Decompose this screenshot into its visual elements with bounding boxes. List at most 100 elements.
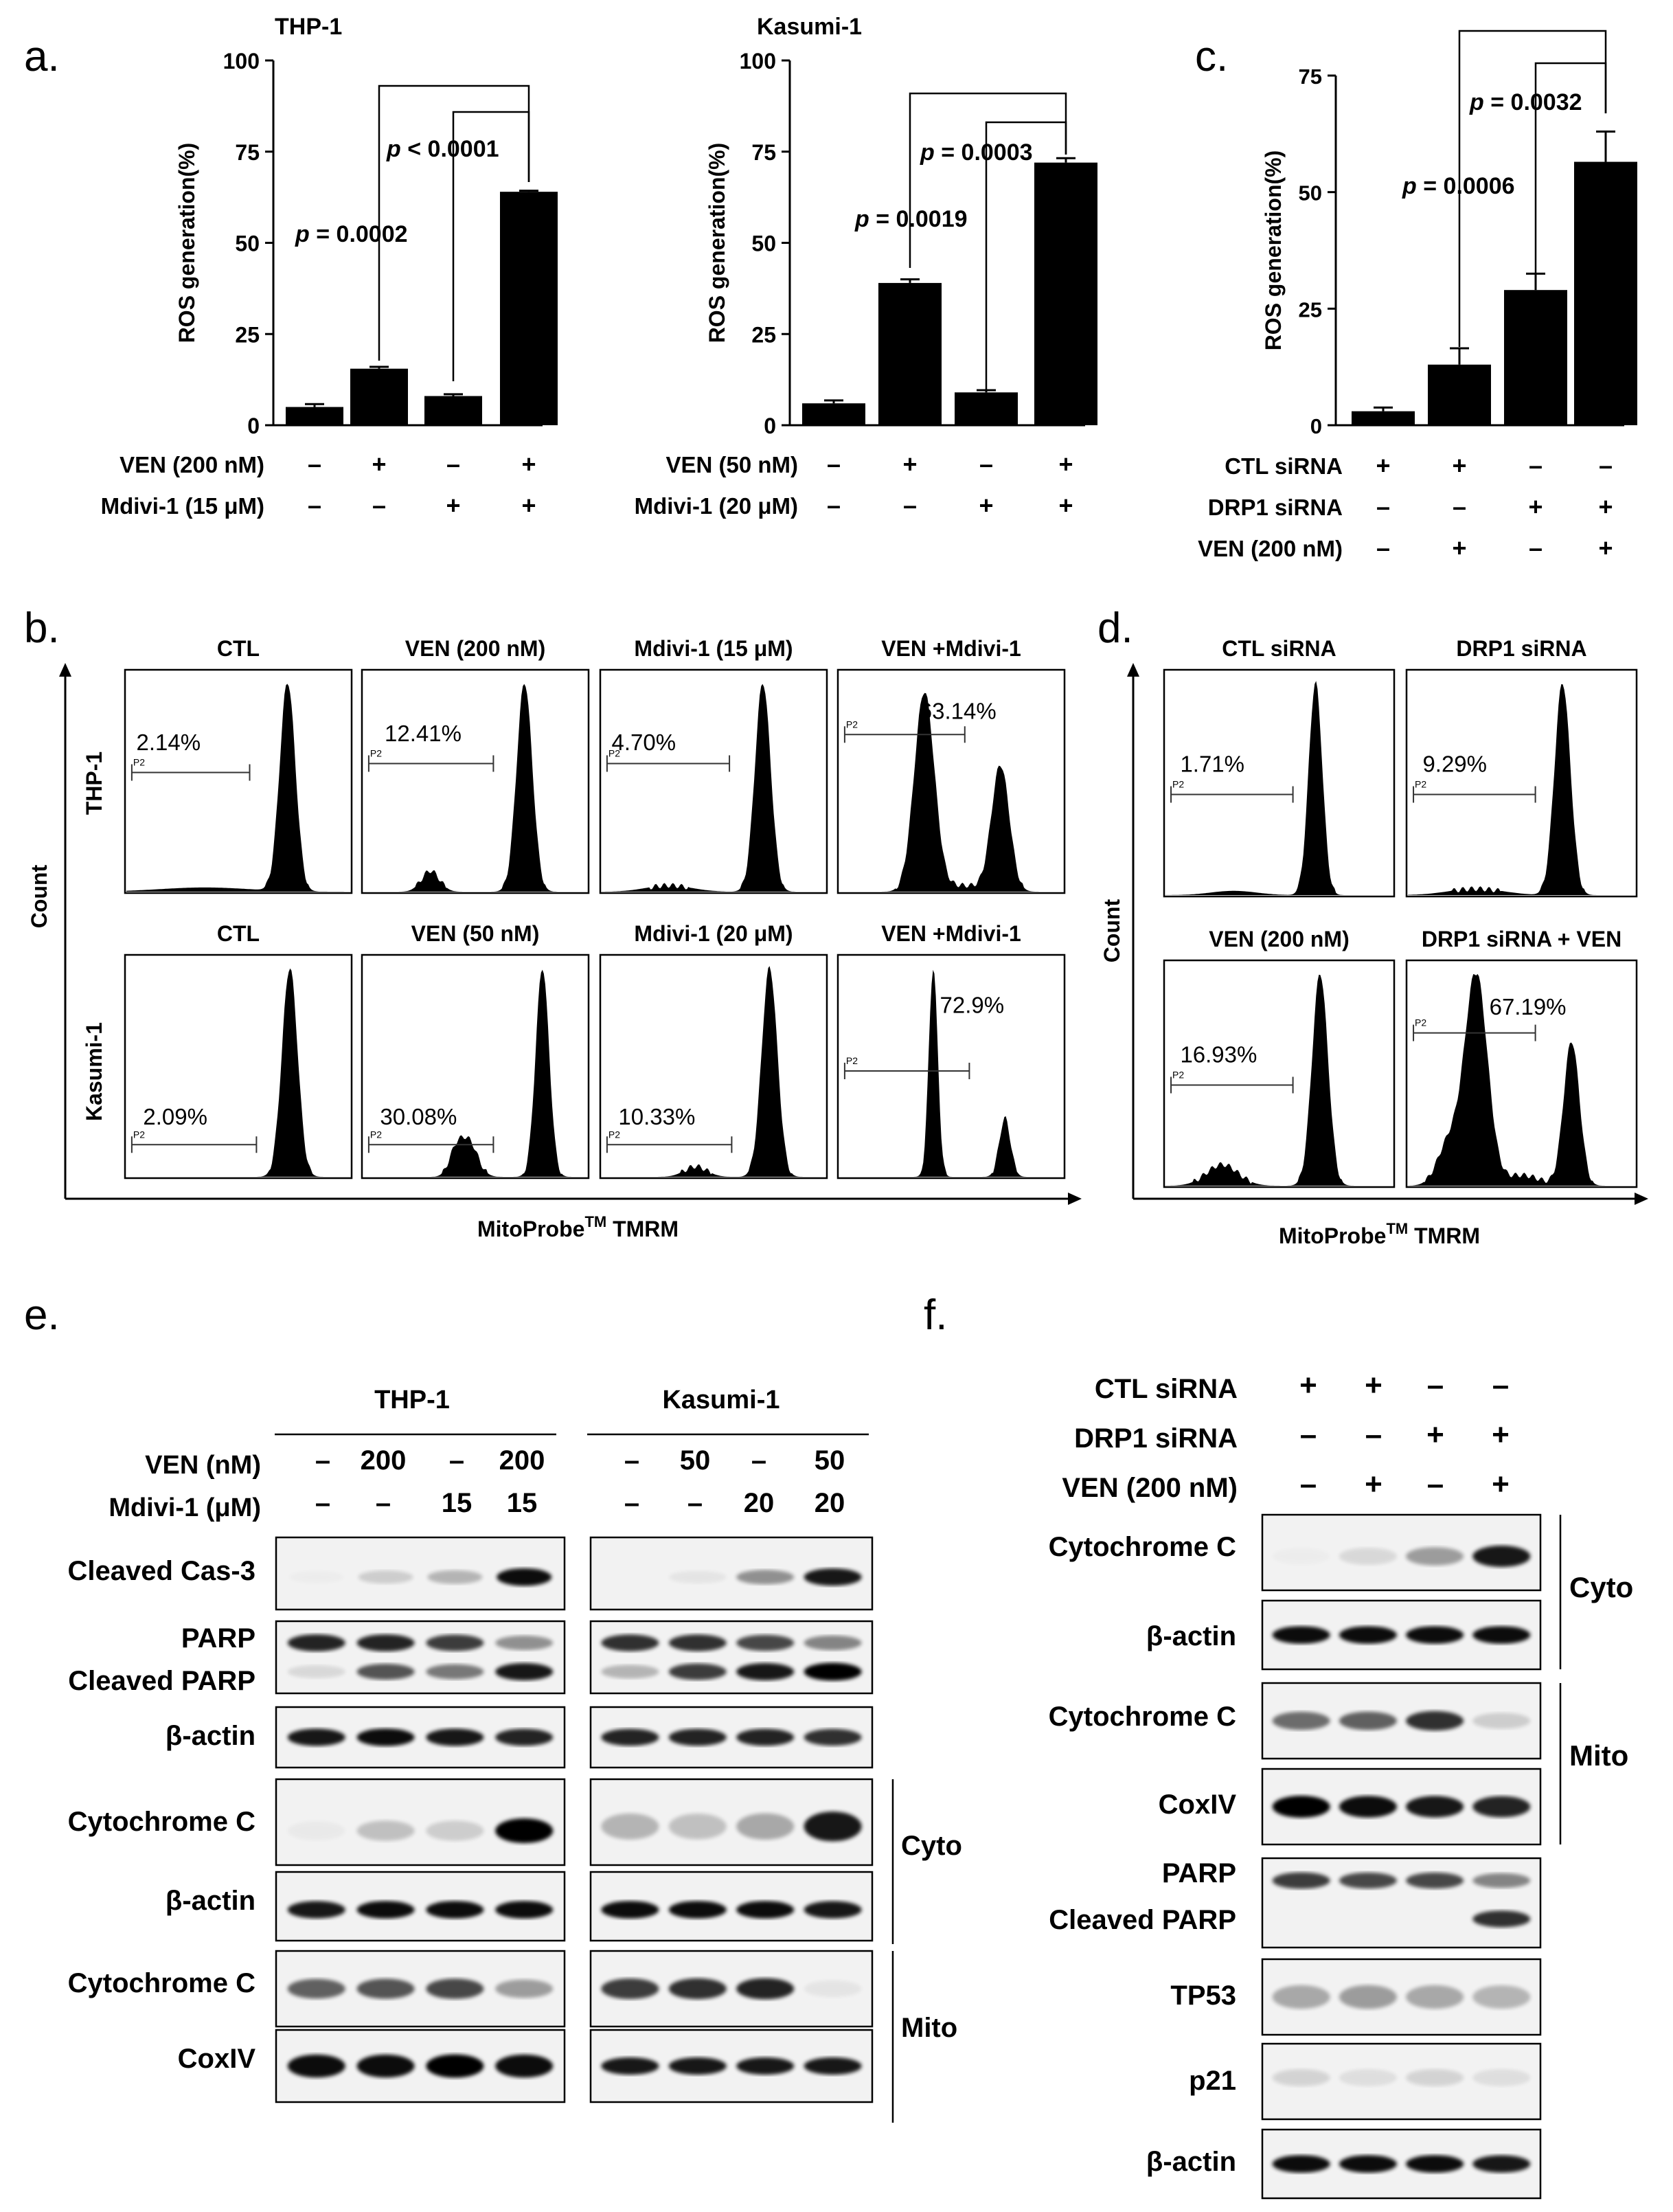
histogram-frame <box>361 668 590 894</box>
plus-sign: + <box>446 491 460 519</box>
histogram-frame <box>599 953 828 1180</box>
y-tick-label: 100 <box>223 49 260 74</box>
histogram-fill <box>1408 973 1635 1186</box>
protein-band <box>495 1635 554 1651</box>
protein-band <box>1272 1872 1330 1889</box>
p-value: p = 0.0002 <box>295 221 408 247</box>
blot-strip <box>1261 1857 1542 1949</box>
western-blot-f: CTL siRNA + + – – DRP1 siRNA – – + + VEN (200 nM) –… <box>1049 1368 1633 2200</box>
gate-percent: 16.93% <box>1180 1042 1257 1068</box>
minus-sign: – <box>979 450 993 478</box>
plus-sign: + <box>1365 1368 1382 1402</box>
lane-value: 50 <box>815 1445 845 1476</box>
y-tick-label: 100 <box>740 49 776 74</box>
bar-chart-sirna: ROS generation(%) 0 25 50 75 p = 0.0006 p = 0.… <box>1198 30 1637 562</box>
lane-value: – <box>624 1445 639 1476</box>
lane-value: – <box>751 1445 766 1476</box>
gate-percent: 12.41% <box>385 721 462 746</box>
lane-value: – <box>376 1488 391 1518</box>
protein-band <box>601 1728 659 1746</box>
protein-band <box>288 1821 345 1840</box>
minus-sign: – <box>372 491 386 519</box>
protein-band <box>1339 1796 1397 1818</box>
protein-band <box>736 1570 795 1585</box>
protein-band <box>1273 1548 1330 1564</box>
significance-bracket <box>985 121 1067 390</box>
gate-percent: 4.70% <box>612 730 676 755</box>
gate-label: P2 <box>133 1129 145 1140</box>
plus-sign: + <box>1365 1467 1382 1501</box>
treatment-label: VEN (200 nM) <box>1062 1473 1238 1503</box>
x-axis-label: MitoProbeTM TMRM <box>477 1213 679 1241</box>
protein-label: PARP <box>181 1623 255 1654</box>
protein-band <box>668 1570 727 1583</box>
significance-bracket <box>452 111 530 381</box>
protein-band <box>495 1901 554 1919</box>
condition-label: DRP1 siRNA <box>1208 495 1343 520</box>
bar <box>955 392 1018 425</box>
gate-percent: 2.14% <box>137 730 201 755</box>
protein-band <box>601 1634 659 1651</box>
protein-band <box>736 2057 795 2075</box>
protein-band <box>1339 1711 1397 1730</box>
histogram-fill <box>839 969 1063 1177</box>
protein-band <box>356 1978 415 1999</box>
protein-band <box>1272 2155 1330 2173</box>
protein-band <box>1472 1873 1531 1888</box>
protein-band <box>1406 1626 1464 1644</box>
histogram-frame <box>124 668 353 894</box>
protein-label: Cleaved PARP <box>68 1666 255 1696</box>
plus-sign: + <box>1598 534 1613 562</box>
minus-sign: – <box>903 491 917 519</box>
plus-sign: + <box>1452 451 1466 479</box>
protein-band <box>601 1901 659 1919</box>
gate-percent: 2.09% <box>143 1104 207 1129</box>
protein-band <box>358 1570 413 1584</box>
cell-line-header: Kasumi-1 <box>662 1386 779 1414</box>
lane-value: 50 <box>680 1445 711 1476</box>
plus-sign: + <box>1598 493 1613 521</box>
histogram-title: DRP1 siRNA <box>1456 636 1586 661</box>
protein-band <box>495 1979 554 1998</box>
protein-band <box>1472 1713 1531 1729</box>
count-axis-label: Count <box>27 864 52 928</box>
lane-value: 200 <box>361 1445 407 1476</box>
protein-band <box>426 1901 484 1919</box>
plus-sign: + <box>1528 493 1543 521</box>
protein-band <box>356 1663 415 1680</box>
histogram-title: Mdivi-1 (15 μM) <box>634 636 793 661</box>
gate-label: P2 <box>1172 779 1184 790</box>
panel-label-a: a. <box>24 33 60 80</box>
protein-band <box>736 1901 795 1919</box>
p-value: p = 0.0003 <box>920 139 1033 166</box>
protein-band <box>1339 1548 1397 1565</box>
protein-label: β-actin <box>166 1886 255 1916</box>
histogram-frame <box>599 668 828 894</box>
bar <box>424 396 482 425</box>
plus-sign: + <box>521 491 536 519</box>
histogram-frame <box>1405 668 1638 898</box>
plus-sign: + <box>1426 1418 1444 1452</box>
protein-band <box>1272 1796 1330 1818</box>
x-axis-arrow <box>1635 1193 1648 1205</box>
histogram-fill <box>126 684 350 892</box>
panel-label-b: b. <box>24 605 60 652</box>
bar <box>1504 290 1567 425</box>
panel-label-e: e. <box>24 1291 60 1339</box>
minus-sign: – <box>1300 1467 1317 1501</box>
protein-band <box>1272 2069 1330 2086</box>
minus-sign: – <box>1492 1368 1509 1402</box>
protein-band <box>736 1634 795 1651</box>
histogram-title: Mdivi-1 (20 μM) <box>634 921 793 946</box>
protein-band <box>356 1728 415 1746</box>
protein-band <box>1472 2155 1531 2173</box>
row-label: THP-1 <box>82 752 106 815</box>
protein-band <box>1272 1711 1330 1730</box>
protein-band <box>804 1662 862 1681</box>
histogram-title: VEN (200 nM) <box>405 636 545 661</box>
fraction-label: Mito <box>901 2013 957 2043</box>
histogram-fill <box>839 692 1063 892</box>
protein-band <box>804 1901 862 1919</box>
lane-value: – <box>315 1445 330 1476</box>
